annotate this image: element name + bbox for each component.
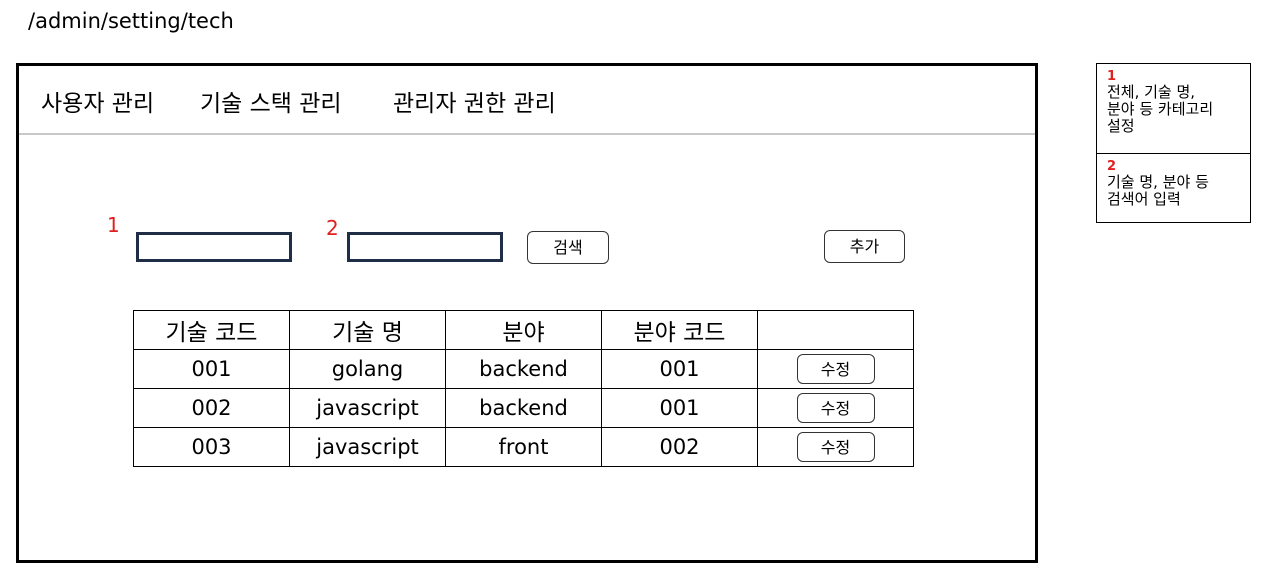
- edit-button[interactable]: 수정: [796, 393, 875, 423]
- table-row: 002 javascript backend 001 수정: [133, 388, 914, 428]
- edit-button[interactable]: 수정: [796, 432, 875, 462]
- annotation-note-1: 1 전체, 기술 명, 분야 등 카테고리 설정: [1096, 63, 1251, 154]
- search-button[interactable]: 검색: [527, 231, 609, 264]
- category-select-field[interactable]: [136, 232, 292, 262]
- cell-field: backend: [445, 388, 602, 428]
- table-row: 003 javascript front 002 수정: [133, 427, 914, 467]
- route-path: /admin/setting/tech: [28, 9, 234, 33]
- annotation-marker-2: 2: [326, 216, 339, 240]
- cell-field-code: 002: [601, 427, 758, 467]
- cell-actions: 수정: [757, 388, 914, 428]
- nav-user-admin[interactable]: 사용자 관리: [41, 91, 155, 117]
- cell-field-code: 001: [601, 388, 758, 428]
- table-row: 001 golang backend 001 수정: [133, 349, 914, 389]
- cell-tech-code: 003: [133, 427, 290, 467]
- nav-tech-stack-admin[interactable]: 기술 스택 관리: [200, 91, 342, 117]
- cell-tech-name: javascript: [289, 427, 446, 467]
- top-nav: 사용자 관리 기술 스택 관리 관리자 권한 관리: [19, 66, 1035, 135]
- cell-tech-name: golang: [289, 349, 446, 389]
- edit-button[interactable]: 수정: [796, 354, 875, 384]
- note-text-line: 전체, 기술 명,: [1107, 83, 1196, 101]
- annotation-note-2: 2 기술 명, 분야 등 검색어 입력: [1096, 153, 1251, 223]
- cell-tech-code: 001: [133, 349, 290, 389]
- cell-tech-code: 002: [133, 388, 290, 428]
- note-text-line: 설정: [1107, 117, 1135, 135]
- header-field-code: 분야 코드: [601, 310, 758, 350]
- note-number: 1: [1107, 69, 1117, 84]
- table-header-row: 기술 코드 기술 명 분야 분야 코드: [133, 310, 914, 350]
- header-field: 분야: [445, 310, 602, 350]
- cell-actions: 수정: [757, 349, 914, 389]
- cell-actions: 수정: [757, 427, 914, 467]
- cell-field-code: 001: [601, 349, 758, 389]
- header-tech-code: 기술 코드: [133, 310, 290, 350]
- tech-stack-table: 기술 코드 기술 명 분야 분야 코드 001 golang backend 0…: [133, 310, 914, 467]
- note-number: 2: [1107, 159, 1117, 174]
- cell-field: backend: [445, 349, 602, 389]
- cell-tech-name: javascript: [289, 388, 446, 428]
- search-keyword-input[interactable]: [347, 232, 503, 262]
- note-text-line: 기술 명, 분야 등: [1107, 173, 1209, 191]
- admin-page-frame: 사용자 관리 기술 스택 관리 관리자 권한 관리 1 2 검색 추가 기술 코…: [16, 63, 1038, 563]
- annotation-marker-1: 1: [107, 213, 120, 237]
- header-tech-name: 기술 명: [289, 310, 446, 350]
- note-text-line: 분야 등 카테고리: [1107, 100, 1214, 118]
- note-text-line: 검색어 입력: [1107, 190, 1181, 208]
- header-actions: [757, 310, 914, 350]
- cell-field: front: [445, 427, 602, 467]
- add-button[interactable]: 추가: [824, 230, 905, 263]
- nav-admin-permission[interactable]: 관리자 권한 관리: [393, 91, 556, 117]
